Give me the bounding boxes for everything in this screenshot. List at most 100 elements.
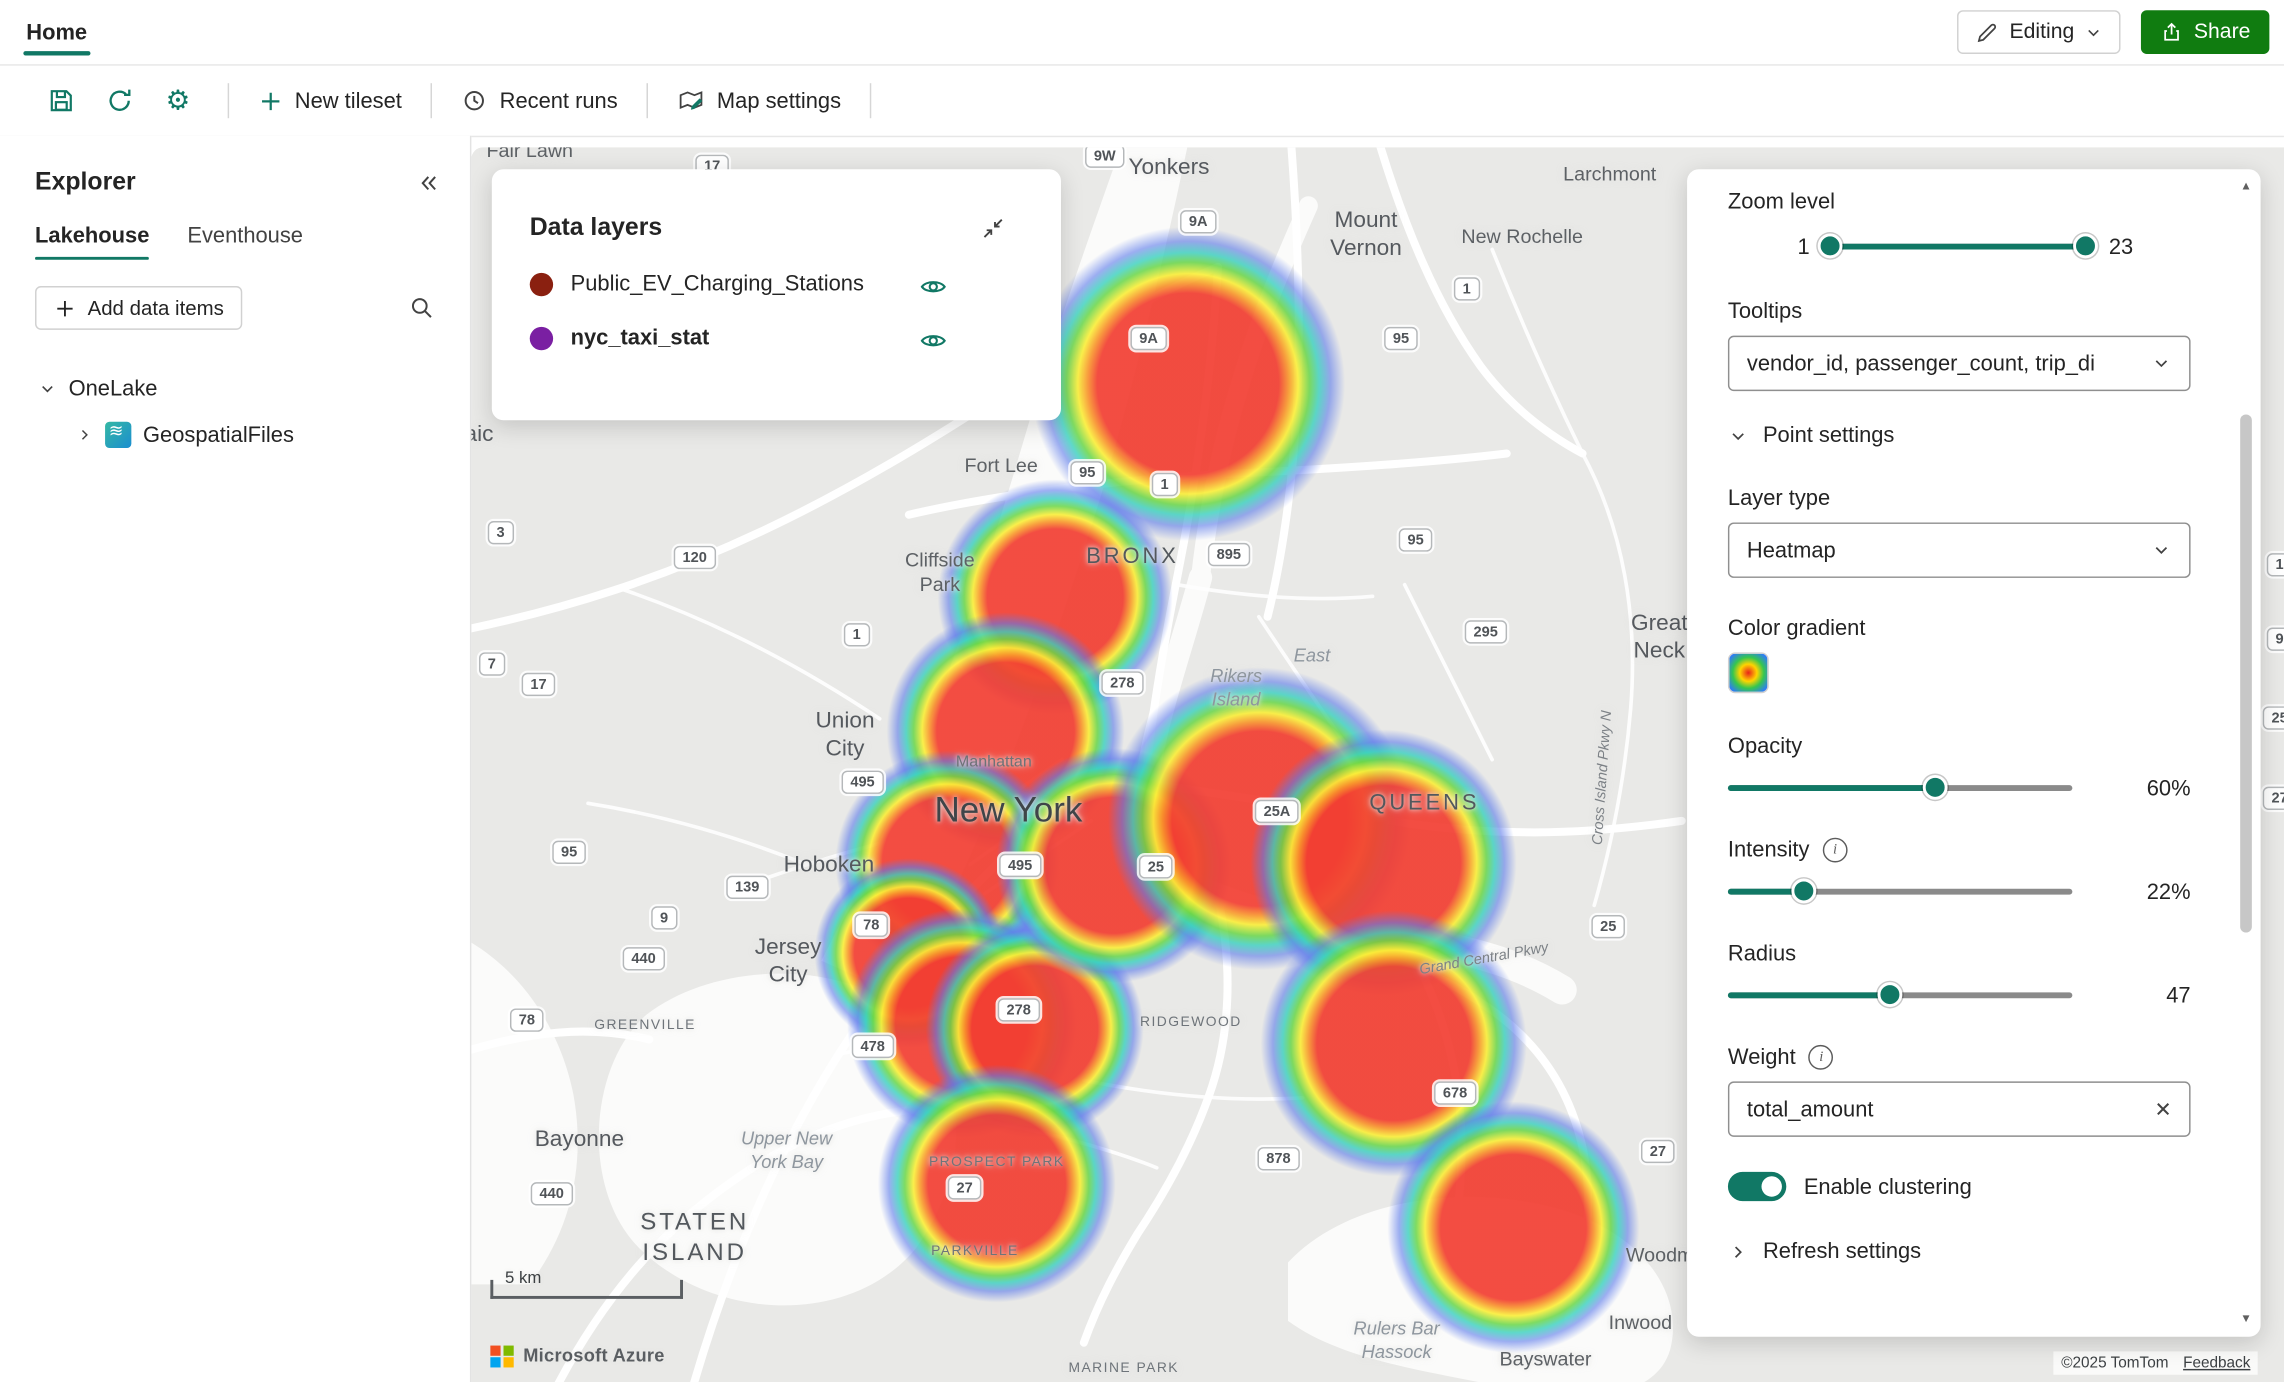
tooltips-value: vendor_id, passenger_count, trip_di [1746, 350, 2095, 376]
explorer-tabs: Lakehouse Eventhouse [35, 223, 470, 260]
intensity-slider[interactable] [1727, 877, 2073, 906]
toolbar-divider [870, 83, 872, 119]
tree-item-onelake[interactable]: OneLake [0, 365, 470, 412]
weight-field[interactable]: total_amount ✕ [1727, 1081, 2191, 1137]
layer-type-label: Layer type [1727, 485, 1831, 511]
weight-value: total_amount [1746, 1096, 1874, 1122]
share-icon [2164, 22, 2180, 41]
scroll-down-icon[interactable]: ▼ [2240, 1312, 2252, 1326]
chevron-down-icon [1732, 432, 1744, 440]
collapse-panel-icon[interactable] [416, 170, 441, 195]
scale-label: 5 km [504, 1269, 542, 1288]
enable-clustering-toggle[interactable] [1727, 1171, 1787, 1202]
topbar-actions: Editing Share [1956, 10, 2270, 54]
zoom-range-slider[interactable] [1817, 232, 2098, 261]
zoom-min-handle[interactable] [1817, 233, 1843, 259]
geospatialfiles-label: GeospatialFiles [143, 422, 294, 448]
opacity-slider[interactable] [1727, 773, 2073, 802]
layer-row[interactable]: Public_EV_Charging_Stations [529, 271, 1023, 297]
clear-icon[interactable]: ✕ [2154, 1096, 2172, 1121]
zoom-min-value: 1 [1797, 234, 1810, 260]
opacity-handle[interactable] [1922, 774, 1947, 800]
radius-slider[interactable] [1727, 981, 2073, 1010]
settings-button[interactable]: ⚙ [155, 77, 202, 124]
zoom-max-handle[interactable] [2073, 233, 2098, 259]
point-settings-label: Point settings [1762, 423, 1895, 449]
layer-color-dot [529, 272, 554, 296]
search-icon[interactable] [409, 295, 435, 321]
visibility-eye-icon[interactable] [919, 327, 947, 355]
chevron-down-icon [42, 385, 53, 392]
toolbar-divider [646, 83, 649, 119]
new-tileset-label: New tileset [294, 88, 402, 114]
chevron-right-icon [1734, 1245, 1742, 1258]
tree-item-geospatialfiles[interactable]: GeospatialFiles [0, 412, 470, 459]
toolbar-divider [227, 83, 230, 119]
share-label: Share [2193, 20, 2251, 44]
tab-lakehouse[interactable]: Lakehouse [35, 223, 150, 260]
content-area: Explorer Lakehouse Eventhouse Add data i… [0, 135, 2284, 1382]
zoom-max-value: 23 [2108, 234, 2134, 260]
color-gradient-swatch[interactable] [1727, 652, 1769, 694]
azure-label: Microsoft Azure [523, 1345, 665, 1367]
info-icon[interactable]: i [1808, 1044, 1834, 1070]
add-data-items-button[interactable]: Add data items [35, 286, 243, 330]
map-scale-bar: 5 km [490, 1270, 683, 1299]
gear-icon: ⚙ [165, 85, 191, 117]
layer-color-dot [529, 326, 554, 350]
chevron-down-icon [2155, 360, 2168, 368]
plus-icon [57, 300, 73, 316]
intensity-handle[interactable] [1791, 878, 1817, 904]
refresh-button[interactable] [96, 77, 143, 124]
tab-home[interactable]: Home [23, 5, 91, 59]
point-settings-section[interactable]: Point settings [1728, 423, 2191, 448]
toolbar: ⚙ New tileset Recent runs Map settings [0, 65, 2284, 138]
recent-runs-button[interactable]: Recent runs [447, 77, 632, 124]
refresh-settings-label: Refresh settings [1762, 1239, 1922, 1264]
pen-icon [1977, 23, 1996, 42]
active-tab-underline [23, 50, 91, 55]
intensity-value: 22% [2146, 879, 2191, 905]
chevron-down-icon [2155, 547, 2168, 554]
radius-label: Radius [1727, 941, 1797, 967]
refresh-settings-section[interactable]: Refresh settings [1728, 1239, 2191, 1264]
plus-icon [262, 92, 280, 110]
collapse-card-icon[interactable] [981, 215, 1006, 240]
share-button[interactable]: Share [2141, 10, 2270, 54]
layer-name: Public_EV_Charging_Stations [570, 271, 864, 297]
top-bar: Home Editing Share [0, 0, 2284, 66]
chevron-down-icon [2088, 29, 2100, 36]
info-icon[interactable]: i [1822, 837, 1848, 863]
scrollbar-thumb[interactable] [2240, 414, 2252, 933]
microsoft-logo-icon [490, 1344, 513, 1368]
explorer-tree: OneLake GeospatialFiles [0, 365, 470, 458]
scroll-up-icon[interactable]: ▲ [2240, 179, 2252, 193]
onelake-label: OneLake [68, 375, 158, 401]
map-attribution: ©2025 TomTom Feedback [2053, 1351, 2258, 1375]
feedback-link[interactable]: Feedback [2183, 1354, 2251, 1372]
recent-runs-label: Recent runs [499, 88, 618, 114]
radius-handle[interactable] [1877, 982, 1903, 1007]
settings-scrollbar[interactable]: ▲ ▼ [2236, 178, 2256, 1328]
tooltips-dropdown[interactable]: vendor_id, passenger_count, trip_di [1727, 335, 2191, 392]
layer-row[interactable]: nyc_taxi_stat [529, 325, 1023, 350]
data-layers-title: Data layers [529, 213, 663, 241]
zoom-level-label: Zoom level [1727, 189, 1835, 215]
opacity-label: Opacity [1727, 734, 1803, 759]
save-icon [50, 90, 72, 112]
chevron-right-icon [81, 429, 88, 440]
map-canvas[interactable]: Fair Lawn Yonkers Larchmont Mount Vernon New… [471, 147, 2284, 1382]
map-settings-button[interactable]: Map settings [663, 77, 856, 124]
save-button[interactable] [38, 77, 85, 124]
layer-type-value: Heatmap [1746, 537, 1836, 563]
toolbar-divider [431, 83, 433, 119]
editing-button[interactable]: Editing [1956, 10, 2121, 54]
radius-value: 47 [2166, 982, 2191, 1008]
clock-icon [465, 91, 485, 111]
layer-type-dropdown[interactable]: Heatmap [1727, 522, 2191, 578]
tab-eventhouse[interactable]: Eventhouse [187, 223, 303, 249]
opacity-value: 60% [2146, 775, 2191, 801]
add-data-items-label: Add data items [87, 296, 224, 320]
new-tileset-button[interactable]: New tileset [244, 77, 417, 124]
visibility-eye-icon[interactable] [919, 273, 947, 301]
